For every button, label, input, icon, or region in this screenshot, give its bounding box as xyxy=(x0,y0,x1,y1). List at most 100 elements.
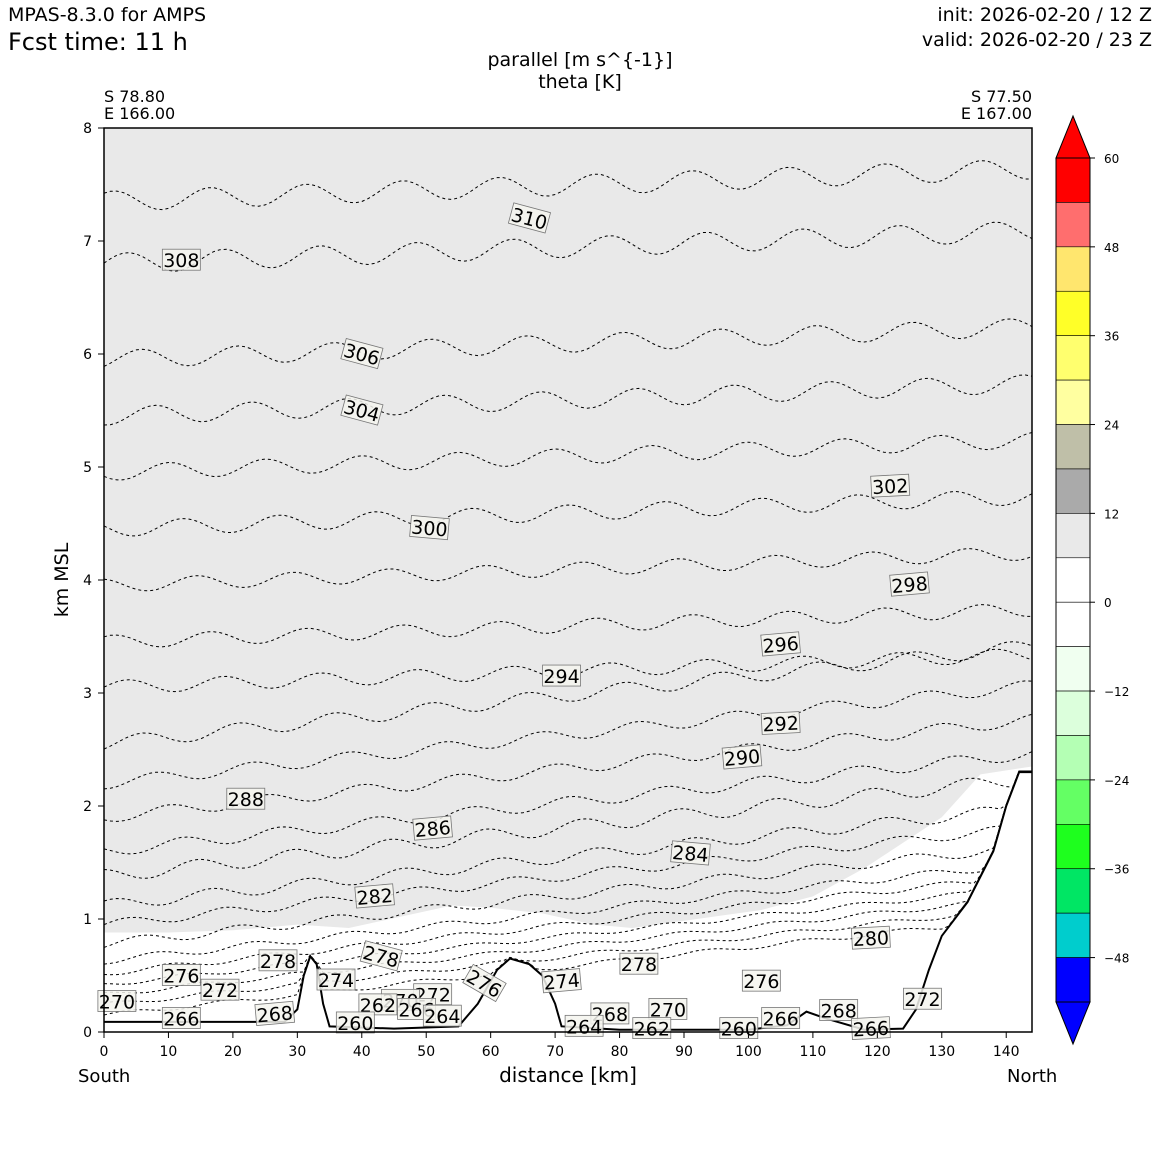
colorbar-bin-12 xyxy=(1055,468,1091,514)
chart-title-wind: parallel [m s^{-1}] xyxy=(487,49,673,71)
colorbar-bin--42 xyxy=(1055,868,1091,914)
contour-label-box xyxy=(358,993,398,1016)
contour-label-box xyxy=(850,925,891,950)
colorbar-bin--54 xyxy=(1055,957,1091,1003)
colorbar-tick-label: −36 xyxy=(1104,863,1129,877)
contour-label-text: 302 xyxy=(872,475,909,499)
contour-label-text: 270 xyxy=(650,999,686,1021)
contour-label-box xyxy=(161,1007,201,1029)
contour-label-box xyxy=(564,1014,604,1037)
colorbar-bin-0 xyxy=(1055,557,1091,603)
contour-label-text: 274 xyxy=(543,970,581,995)
contour-label-text: 268 xyxy=(821,1001,857,1023)
contour-label-266: 266 xyxy=(761,1007,801,1030)
contour-label-text: 260 xyxy=(721,1019,757,1041)
contour-label-box xyxy=(632,1017,672,1040)
theta-contour-288 xyxy=(104,713,1032,822)
left-endpoint-coords: S 78.80 E 166.00 xyxy=(104,88,175,122)
colorbar-bin--24 xyxy=(1055,735,1091,781)
contour-label-text: 262 xyxy=(360,995,396,1017)
forecast-time: Fcst time: 11 h xyxy=(8,28,188,56)
contour-label-box xyxy=(889,571,930,597)
contour-label-box xyxy=(542,664,581,687)
contour-label-306: 306 xyxy=(340,337,384,370)
contour-label-text: 278 xyxy=(360,942,401,973)
theta-contour-276 xyxy=(104,770,1032,965)
contour-label-box xyxy=(760,631,801,657)
contour-label-260: 260 xyxy=(719,1017,759,1041)
theta-contour-306 xyxy=(104,318,1032,367)
contour-label-box xyxy=(721,744,763,770)
contour-label-text: 262 xyxy=(634,1019,670,1041)
colorbar-bin--48 xyxy=(1055,912,1091,958)
contour-label-box xyxy=(819,999,859,1021)
contour-label-box xyxy=(507,202,552,234)
contour-label-text: 276 xyxy=(743,971,779,993)
x-tick-label-90: 90 xyxy=(675,1044,693,1060)
contour-label-box xyxy=(226,787,266,810)
contour-label-296: 296 xyxy=(760,631,801,658)
contour-label-266: 266 xyxy=(161,1007,201,1030)
colorbar-bin--36 xyxy=(1055,824,1091,870)
contour-label-264: 264 xyxy=(564,1014,604,1038)
theta-contour-286 xyxy=(104,751,1032,855)
contour-label-262: 262 xyxy=(632,1017,672,1041)
y-tick-label-0: 0 xyxy=(83,1025,92,1041)
contour-label-box xyxy=(316,968,356,991)
theta-contour-308 xyxy=(104,221,1032,272)
contour-label-text: 300 xyxy=(410,516,448,541)
contour-label-text: 274 xyxy=(318,970,354,992)
colorbar-tick-label: 48 xyxy=(1104,241,1119,255)
contour-label-262: 262 xyxy=(358,993,398,1017)
theta-contour-300 xyxy=(104,490,1032,537)
contour-label-text: 268 xyxy=(256,1002,294,1027)
shaded-region-6-12 xyxy=(104,128,1032,933)
contour-label-text: 296 xyxy=(762,633,800,658)
colorbar-tick-label: −48 xyxy=(1104,952,1129,966)
x-tick-label-10: 10 xyxy=(160,1044,178,1060)
x-tick-label-80: 80 xyxy=(611,1044,629,1060)
y-tick-label-8: 8 xyxy=(83,121,92,137)
contour-label-294: 294 xyxy=(542,664,581,688)
contour-label-276: 276 xyxy=(161,964,201,988)
contour-label-text: 264 xyxy=(566,1016,602,1038)
x-tick-label-100: 100 xyxy=(735,1044,762,1060)
contour-label-276: 276 xyxy=(741,969,781,993)
colorbar-tick-label: −12 xyxy=(1104,685,1129,699)
colorbar-bin-6 xyxy=(1055,513,1091,559)
x-axis-label: distance [km] xyxy=(499,1063,637,1087)
colorbar-tick-label: 24 xyxy=(1104,419,1119,433)
contour-label-270: 270 xyxy=(648,998,688,1021)
contour-label-text: 290 xyxy=(723,746,761,771)
y-axis-label: km MSL xyxy=(51,542,73,618)
contour-label-278: 278 xyxy=(359,940,403,973)
colorbar-extend-max xyxy=(1055,114,1091,159)
left-endpoint-lat: S 78.80 xyxy=(104,87,166,106)
contour-label-box xyxy=(340,337,384,370)
theta-contour-304 xyxy=(104,374,1032,426)
y-tick-label-1: 1 xyxy=(83,912,92,928)
x-tick-label-110: 110 xyxy=(800,1044,827,1060)
y-tick-label-4: 4 xyxy=(83,573,92,589)
contour-label-text: 292 xyxy=(762,713,799,737)
theta-contour-290 xyxy=(104,680,1032,790)
right-endpoint-lat: S 77.50 xyxy=(970,87,1032,106)
valid-time: valid: 2026-02-20 / 23 Z xyxy=(921,29,1152,51)
contour-label-box xyxy=(161,964,201,986)
contour-label-text: 272 xyxy=(202,980,238,1002)
x-tick-label-30: 30 xyxy=(288,1044,306,1060)
y-tick-label-2: 2 xyxy=(83,799,92,815)
colorbar-frame xyxy=(1055,157,1091,1003)
contour-label-box xyxy=(200,978,240,1001)
x-tick-label-0: 0 xyxy=(100,1044,109,1060)
x-tick-label-40: 40 xyxy=(353,1044,371,1060)
colorbar-bin-42 xyxy=(1055,246,1091,292)
right-endpoint-lon: E 167.00 xyxy=(960,104,1032,123)
contour-label-270: 270 xyxy=(97,990,137,1013)
chart-title-theta: theta [K] xyxy=(538,71,622,93)
contour-label-284: 284 xyxy=(670,840,711,867)
colorbar-bin-18 xyxy=(1055,424,1091,470)
contour-label-box xyxy=(850,1016,891,1041)
theta-contour-294 xyxy=(104,648,1032,693)
colorbar-bin-36 xyxy=(1055,290,1091,336)
